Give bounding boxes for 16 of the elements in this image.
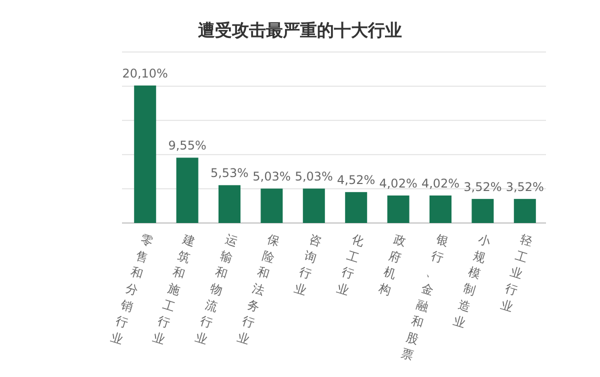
x-tick-label: 咨询行业 — [292, 232, 324, 298]
data-label: 5,53% — [210, 166, 249, 180]
data-label: 4,52% — [337, 173, 376, 188]
data-label: 4,02% — [421, 176, 460, 191]
data-label: 5,03% — [294, 170, 333, 184]
x-tick-label: 化工行业 — [335, 232, 366, 298]
data-label: 9,55% — [168, 138, 206, 153]
chart-title: 遭受攻击最严重的十大行业 — [198, 21, 402, 41]
data-label: 20,10% — [122, 66, 168, 81]
data-label: 4,02% — [379, 176, 418, 191]
data-label: 5,03% — [252, 170, 291, 184]
data-label: 3,52% — [464, 180, 502, 194]
x-tick-label: 小规模制造业 — [452, 232, 492, 330]
data-label: 3,52% — [506, 180, 544, 194]
x-tick-label: 政府机构 — [376, 232, 408, 298]
x-tick-label: 轻工业行业 — [498, 232, 534, 314]
